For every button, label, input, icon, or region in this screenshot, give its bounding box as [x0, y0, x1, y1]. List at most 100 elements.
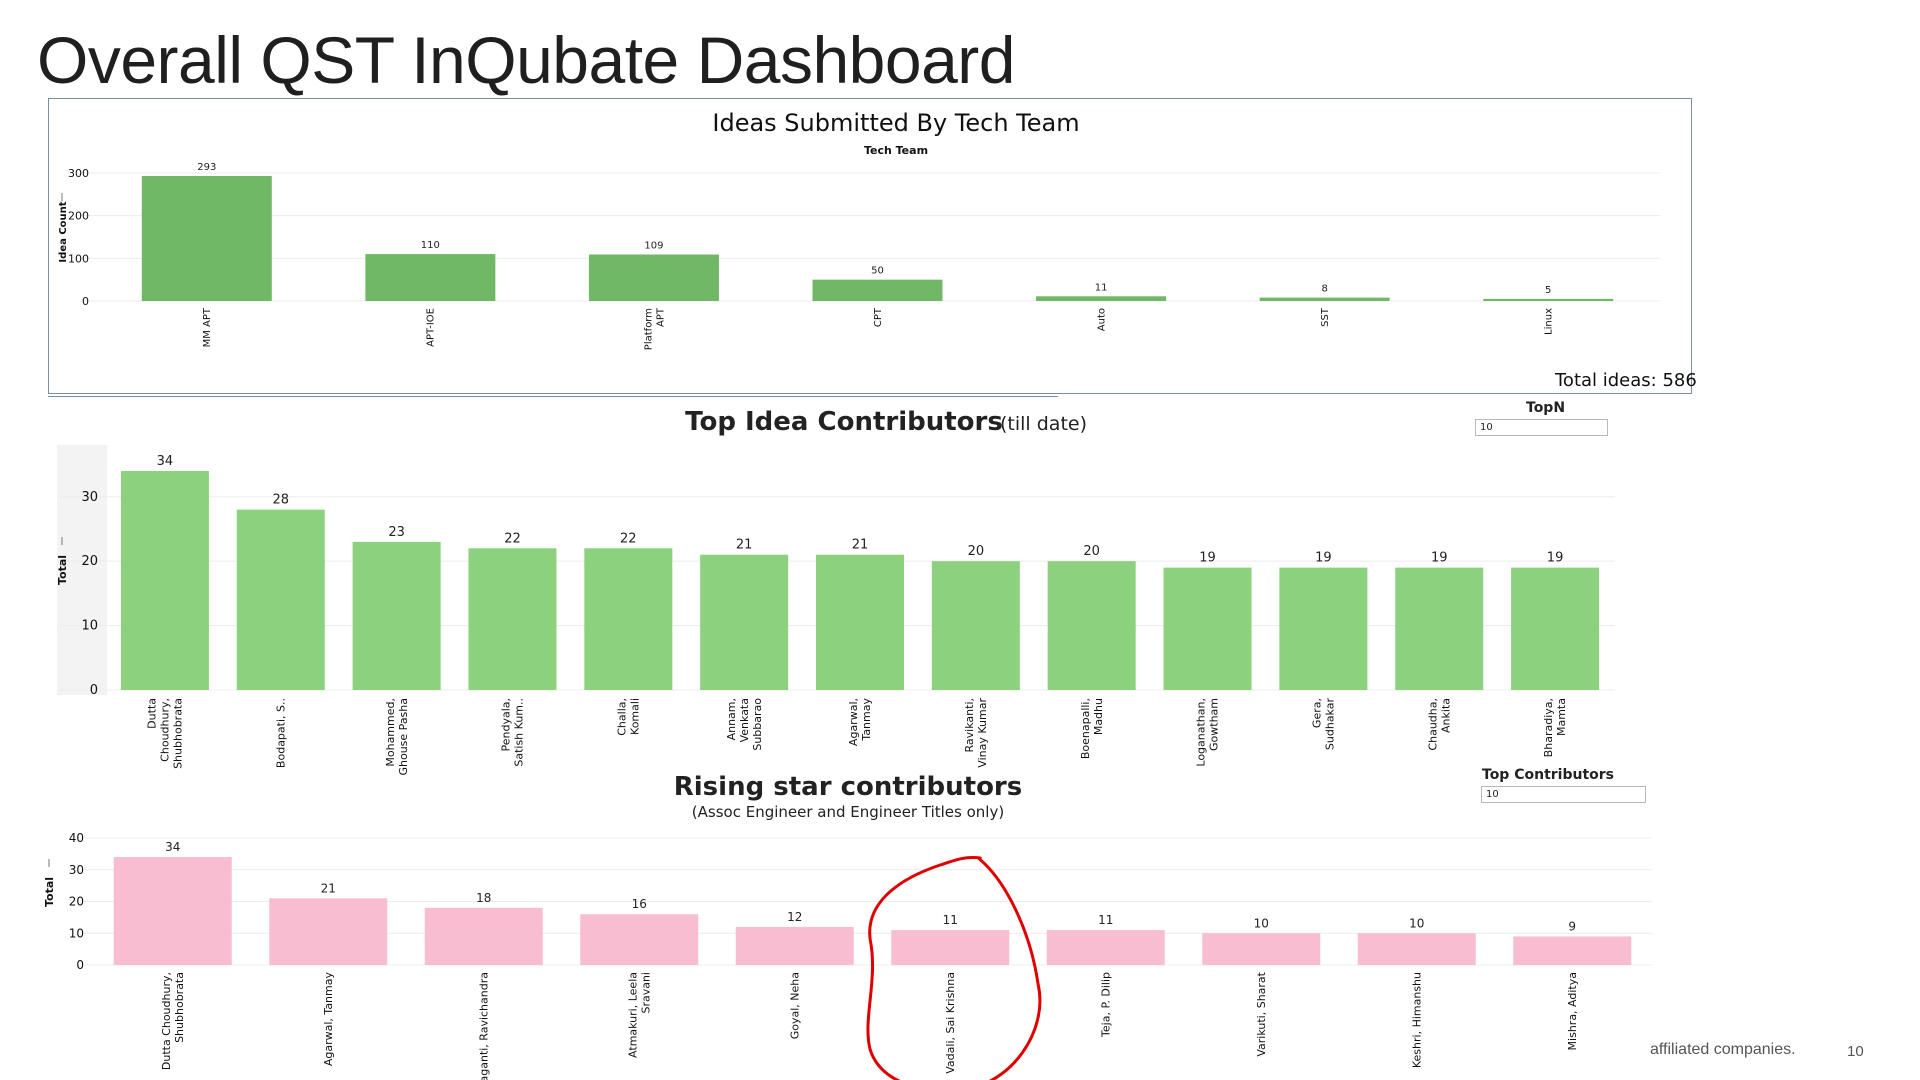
bar: [700, 554, 789, 690]
data-label: 21: [736, 538, 753, 553]
x-tick-label: Ravikanti, Vinay Kumar: [963, 698, 989, 768]
x-tick-label-line: Keshri, Himanshu: [1410, 972, 1423, 1068]
x-tick-label: Agarwal, Tanmay: [847, 698, 873, 747]
data-label: 11: [1095, 282, 1108, 293]
y-axis-label: Total: [43, 877, 56, 907]
y-tick-label: 10: [69, 926, 84, 940]
x-tick-label-line: Agarwal, Tanmay: [322, 972, 335, 1067]
data-label: 18: [476, 891, 491, 905]
x-tick-label-line: Venkata: [738, 698, 751, 742]
x-tick-label-line: Shubhobrata: [173, 972, 186, 1043]
x-tick-label-line: Pendyala,: [500, 698, 513, 752]
bar: [1279, 567, 1368, 690]
x-tick-label-line: Bodapati, S..: [274, 698, 287, 768]
x-tick-label: Dutta Choudhury, Shubhobrata: [160, 972, 186, 1070]
x-tick-label: Boenapalli, Madhu: [1079, 698, 1105, 759]
x-tick-label-line: Sravani: [639, 972, 652, 1014]
data-label: 19: [1431, 551, 1448, 566]
x-tick-label-line: Ghouse Pasha: [397, 698, 410, 776]
x-tick-label-line: Ponaganti, Ravichandra: [477, 972, 490, 1080]
x-tick-label-line: Vadali, Sai Krishna: [944, 972, 957, 1074]
x-tick-label: Varikuti, Sharat: [1255, 971, 1268, 1056]
data-label: 110: [421, 240, 440, 251]
data-label: 19: [1547, 551, 1564, 566]
x-tick-label-line: Linux: [1544, 308, 1555, 335]
chart-subtitle: Tech Team: [864, 144, 928, 157]
chart-subtitle: (Assoc Engineer and Engineer Titles only…: [692, 803, 1004, 821]
x-tick-label-line: Chaudha,: [1426, 698, 1439, 751]
y-tick-label: 0: [90, 683, 98, 698]
data-label: 10: [1254, 916, 1269, 930]
data-label: 34: [157, 454, 174, 469]
x-tick-label: Mohammed, Ghouse Pasha: [384, 698, 410, 776]
data-label: 20: [1083, 544, 1100, 559]
x-tick-label: MM APT: [202, 307, 213, 347]
bar: [468, 548, 557, 690]
data-label: 19: [1315, 551, 1332, 566]
x-tick-label-line: Madhu: [1092, 698, 1105, 735]
bar: [580, 914, 699, 965]
x-tick-label-line: Boenapalli,: [1079, 698, 1092, 759]
x-tick-label-line: Teja, P. Dilip: [1099, 972, 1112, 1038]
x-tick-label: Keshri, Himanshu: [1410, 972, 1423, 1068]
top-contributors-input[interactable]: 10: [1481, 786, 1646, 803]
x-tick-label: Bharadiya, Mamta: [1542, 698, 1568, 757]
data-label: 34: [165, 840, 180, 854]
bar: [891, 930, 1010, 965]
total-ideas-label: Total ideas: 586: [1555, 370, 1697, 391]
x-tick-label-line: Mishra, Aditya: [1566, 972, 1579, 1050]
bar: [1511, 567, 1600, 690]
panel-divider: [48, 396, 1058, 397]
chart-title: Ideas Submitted By Tech Team: [712, 109, 1079, 137]
x-tick-label-line: Bharadiya,: [1542, 698, 1555, 757]
bar: [1395, 567, 1484, 690]
bar: [1163, 567, 1252, 690]
y-tick-label: 200: [68, 210, 89, 223]
bar: [1036, 296, 1167, 301]
bar: [931, 561, 1020, 690]
bar: [812, 279, 943, 301]
data-label: 21: [321, 881, 336, 895]
x-tick-label: Dutta Choudhury, Shubhobrata: [146, 698, 185, 769]
y-axis-panel: [57, 445, 107, 695]
bar: [236, 509, 325, 690]
y-tick-label: 10: [81, 619, 98, 634]
bar: [365, 254, 496, 301]
y-tick-label: 300: [68, 167, 89, 180]
x-tick-label: Vadali, Sai Krishna: [944, 972, 957, 1074]
bar: [141, 175, 272, 301]
x-tick-label: Agarwal, Tanmay: [322, 972, 335, 1067]
x-tick-label: Teja, P. Dilip: [1099, 972, 1112, 1038]
y-tick-label: 20: [69, 895, 84, 909]
x-tick-label-line: Mamta: [1555, 698, 1568, 736]
bar: [1483, 298, 1614, 301]
x-tick-label-line: Tanmay: [860, 698, 873, 742]
data-label: 23: [388, 525, 405, 540]
footer-note: affiliated companies.: [1650, 1041, 1796, 1058]
x-tick-label-line: Komali: [628, 698, 641, 735]
y-axis-label: Total: [56, 555, 69, 585]
ideas-by-team-panel: [48, 98, 1692, 397]
bar: [424, 907, 543, 965]
x-tick-label-line: SST: [1320, 307, 1331, 327]
topn-label: TopN: [1526, 400, 1566, 416]
x-tick-label-line: Loganathan,: [1195, 698, 1208, 767]
x-tick-label: Annam, Venkata Subbarao: [725, 698, 764, 751]
x-tick-label: Linux: [1544, 308, 1555, 335]
x-tick-label-line: APT-IOE: [426, 308, 437, 347]
x-tick-label: Goyal, Neha: [788, 972, 801, 1039]
page-title: Overall QST InQubate Dashboard: [37, 23, 1015, 97]
bar: [1046, 930, 1165, 965]
chart-title: Top Idea Contributors: [685, 407, 1003, 437]
x-tick-label-line: Sudhakar: [1324, 698, 1337, 751]
topn-input[interactable]: 10: [1475, 419, 1608, 436]
x-tick-label: Mishra, Aditya: [1566, 972, 1579, 1050]
data-label: 12: [787, 910, 802, 924]
x-tick-label: CPT: [873, 307, 884, 327]
bar: [352, 541, 441, 690]
y-tick-label: 0: [82, 295, 89, 308]
data-label: 28: [272, 493, 289, 508]
